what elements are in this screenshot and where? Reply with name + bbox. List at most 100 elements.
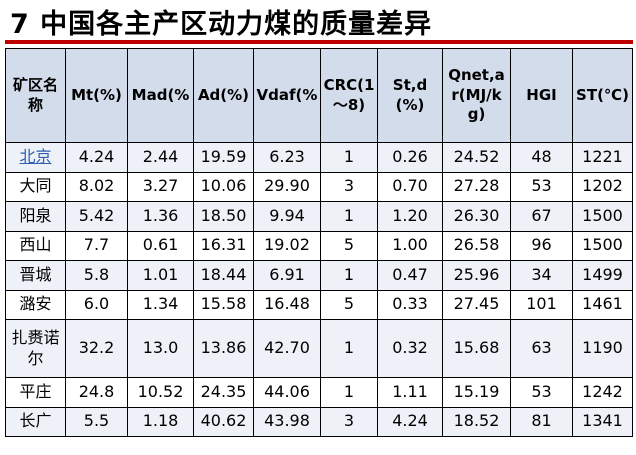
table-cell: 1 xyxy=(320,319,378,378)
table-cell: 0.32 xyxy=(377,319,443,378)
table-cell: 101 xyxy=(510,289,573,320)
table-cell: 53 xyxy=(510,377,573,408)
table-cell: 15.19 xyxy=(442,377,511,408)
table-cell: 48 xyxy=(510,142,573,173)
region-cell: 长广 xyxy=(5,406,66,437)
table-cell: 44.06 xyxy=(253,377,321,408)
column-header: Mad(% xyxy=(127,48,194,143)
column-header: Ad(%) xyxy=(193,48,254,143)
table-cell: 1 xyxy=(320,142,378,173)
table-cell: 1461 xyxy=(572,289,633,320)
table-cell: 67 xyxy=(510,201,573,232)
table-cell: 1202 xyxy=(572,171,633,202)
table-cell: 34 xyxy=(510,260,573,291)
table-cell: 0.70 xyxy=(377,171,443,202)
table-cell: 3 xyxy=(320,171,378,202)
table-cell: 5.5 xyxy=(65,406,128,437)
table-cell: 96 xyxy=(510,230,573,261)
table-cell: 16.48 xyxy=(253,289,321,320)
table-cell: 5 xyxy=(320,230,378,261)
table-row: 潞安 6.0 1.34 15.58 16.48 5 0.33 27.45 101 1461 xyxy=(5,289,633,320)
table-cell: 25.96 xyxy=(442,260,511,291)
table-cell: 1.20 xyxy=(377,201,443,232)
table-cell: 24.35 xyxy=(193,377,254,408)
table-cell: 7.7 xyxy=(65,230,128,261)
table-cell: 1341 xyxy=(572,406,633,437)
table-cell: 15.68 xyxy=(442,319,511,378)
table-cell: 6.0 xyxy=(65,289,128,320)
table-cell: 43.98 xyxy=(253,406,321,437)
table-row: 扎赉诺尔 32.2 13.0 13.86 42.70 1 0.32 15.68 63 1190 xyxy=(5,319,633,378)
table-cell: 0.33 xyxy=(377,289,443,320)
table-cell: 0.47 xyxy=(377,260,443,291)
table-cell: 1.01 xyxy=(127,260,194,291)
table-cell: 5.42 xyxy=(65,201,128,232)
table-cell: 1 xyxy=(320,201,378,232)
table-cell: 1.11 xyxy=(377,377,443,408)
table-cell: 18.44 xyxy=(193,260,254,291)
table-cell: 0.26 xyxy=(377,142,443,173)
table-cell: 42.70 xyxy=(253,319,321,378)
slide-title: 7 中国各主产区动力煤的质量差异 xyxy=(10,9,433,40)
table-row: 长广 5.5 1.18 40.62 43.98 3 4.24 18.52 81 1341 xyxy=(5,406,633,437)
table-cell: 1499 xyxy=(572,260,633,291)
table-cell: 40.62 xyxy=(193,406,254,437)
table-cell: 24.52 xyxy=(442,142,511,173)
table-cell: 27.45 xyxy=(442,289,511,320)
column-header: Mt(%) xyxy=(65,48,128,143)
table-cell: 13.86 xyxy=(193,319,254,378)
table-cell: 1 xyxy=(320,260,378,291)
table-cell: 1.36 xyxy=(127,201,194,232)
table-row: 西山 7.7 0.61 16.31 19.02 5 1.00 26.58 96 1500 xyxy=(5,230,633,261)
table-cell: 29.90 xyxy=(253,171,321,202)
table-cell: 1221 xyxy=(572,142,633,173)
column-header: St,d(%) xyxy=(377,48,443,143)
column-header: Vdaf(% xyxy=(253,48,321,143)
column-header: CRC(1～8) xyxy=(320,48,378,143)
table-cell: 18.50 xyxy=(193,201,254,232)
column-header: HGI xyxy=(510,48,573,143)
table-row: 阳泉 5.42 1.36 18.50 9.94 1 1.20 26.30 67 1500 xyxy=(5,201,633,232)
table-row: 平庄 24.8 10.52 24.35 44.06 1 1.11 15.19 53 1242 xyxy=(5,377,633,408)
column-header: Qnet,ar(MJ/kg) xyxy=(442,48,511,143)
table-cell: 19.59 xyxy=(193,142,254,173)
table-cell: 2.44 xyxy=(127,142,194,173)
region-cell: 大同 xyxy=(5,171,66,202)
table-cell: 19.02 xyxy=(253,230,321,261)
region-link[interactable]: 北京 xyxy=(19,146,52,166)
region-cell: 扎赉诺尔 xyxy=(5,319,66,378)
table-cell: 北京 xyxy=(5,142,66,173)
table-cell: 3 xyxy=(320,406,378,437)
table-cell: 24.8 xyxy=(65,377,128,408)
table-cell: 15.58 xyxy=(193,289,254,320)
table-cell: 53 xyxy=(510,171,573,202)
table-cell: 81 xyxy=(510,406,573,437)
table-cell: 32.2 xyxy=(65,319,128,378)
table-cell: 18.52 xyxy=(442,406,511,437)
table-cell: 4.24 xyxy=(377,406,443,437)
coal-quality-table: 矿区名称 Mt(%) Mad(% Ad(%) Vdaf(% CRC(1～8) St,d(%)… xyxy=(5,48,633,437)
table-row: 北京 4.24 2.44 19.59 6.23 1 0.26 24.52 48 1221 xyxy=(5,142,633,173)
table-cell: 1 xyxy=(320,377,378,408)
table-cell: 6.91 xyxy=(253,260,321,291)
table-cell: 5.8 xyxy=(65,260,128,291)
table-cell: 10.06 xyxy=(193,171,254,202)
table-cell: 8.02 xyxy=(65,171,128,202)
table-cell: 10.52 xyxy=(127,377,194,408)
table-cell: 1.00 xyxy=(377,230,443,261)
table-cell: 63 xyxy=(510,319,573,378)
table-cell: 1190 xyxy=(572,319,633,378)
region-cell: 西山 xyxy=(5,230,66,261)
table-cell: 1500 xyxy=(572,230,633,261)
table-cell: 27.28 xyxy=(442,171,511,202)
table-cell: 5 xyxy=(320,289,378,320)
table-cell: 1242 xyxy=(572,377,633,408)
title-rule xyxy=(5,40,633,44)
table-cell: 9.94 xyxy=(253,201,321,232)
header-row: 矿区名称 Mt(%) Mad(% Ad(%) Vdaf(% CRC(1～8) St,d(%)… xyxy=(5,48,633,143)
table-cell: 6.23 xyxy=(253,142,321,173)
table-row: 晋城 5.8 1.01 18.44 6.91 1 0.47 25.96 34 1499 xyxy=(5,260,633,291)
table-cell: 13.0 xyxy=(127,319,194,378)
table-cell: 16.31 xyxy=(193,230,254,261)
